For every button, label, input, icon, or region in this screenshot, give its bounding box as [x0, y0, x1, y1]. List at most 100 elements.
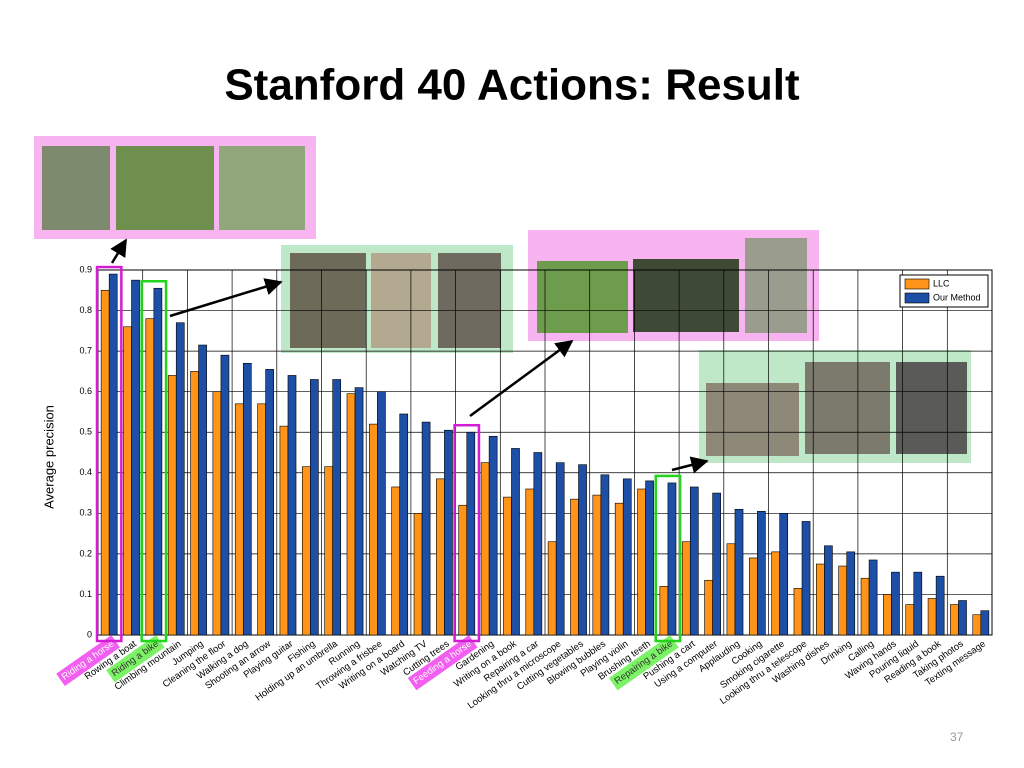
bar	[377, 391, 386, 636]
bar	[883, 594, 892, 636]
bar	[332, 379, 342, 636]
bar	[234, 403, 244, 636]
bar	[860, 577, 870, 636]
bar	[503, 496, 512, 636]
label-highlight	[106, 635, 165, 683]
bar	[301, 466, 311, 636]
y-axis-label: Average precision	[41, 405, 56, 509]
bar	[913, 571, 923, 636]
bar	[399, 413, 409, 636]
bar	[824, 545, 833, 636]
bar	[242, 362, 252, 636]
bar	[704, 579, 713, 636]
photo-group	[528, 230, 819, 341]
bar	[480, 462, 490, 636]
bar	[131, 279, 140, 636]
legend-label: Our Method	[933, 292, 981, 302]
photo-group	[281, 245, 513, 353]
highlight-box	[654, 474, 682, 643]
bar	[980, 610, 990, 636]
legend: LLC Our Method	[899, 274, 989, 308]
bar	[958, 600, 967, 636]
slide-number: 37	[950, 730, 964, 744]
bar	[801, 521, 811, 636]
bar	[846, 551, 856, 636]
slide-title: Stanford 40 Actions: Result	[224, 61, 800, 110]
bar	[175, 322, 185, 636]
bar	[689, 486, 699, 636]
bar	[354, 387, 364, 636]
bar	[444, 429, 453, 636]
y-tick-label: 0.8	[79, 305, 92, 315]
bar	[726, 543, 736, 636]
highlight-box	[140, 280, 168, 643]
bar	[488, 435, 498, 636]
bar	[100, 289, 110, 636]
bar	[592, 494, 602, 636]
bar	[310, 379, 319, 636]
bar	[578, 464, 587, 636]
y-tick-label: 0.2	[79, 548, 92, 558]
y-tick-label: 0	[87, 629, 92, 639]
bar	[421, 421, 431, 636]
bar	[838, 565, 848, 636]
highlight-box	[95, 265, 123, 643]
bar	[712, 492, 721, 636]
bar	[793, 588, 803, 636]
bar	[413, 513, 423, 636]
bar	[458, 504, 468, 636]
bar	[108, 273, 118, 636]
bar	[167, 375, 177, 636]
y-tick-label: 0.9	[79, 264, 92, 274]
y-tick-label: 0.6	[79, 386, 92, 396]
bar	[734, 508, 744, 636]
bar	[905, 604, 915, 636]
bar	[667, 482, 677, 636]
bar	[868, 559, 878, 636]
legend-swatch	[904, 278, 930, 290]
bar	[757, 511, 766, 636]
bar	[346, 393, 356, 636]
photo-group	[699, 350, 971, 463]
bar	[614, 502, 624, 636]
photo-group	[34, 136, 316, 239]
bar	[748, 557, 758, 636]
bar	[369, 423, 378, 636]
bar	[533, 452, 543, 636]
bar	[190, 371, 199, 636]
y-tick-label: 0.5	[79, 427, 92, 437]
bar	[265, 369, 274, 636]
plot: 0 0.1 0.2 0.3 0.4 0.5 0.6 0.7 0.8 0.9 Average prec…	[41, 264, 993, 711]
bar	[891, 571, 900, 636]
y-tick-label: 0.1	[79, 589, 92, 599]
label-highlight	[608, 635, 679, 691]
bar	[145, 318, 155, 636]
bar	[972, 614, 982, 636]
bar	[555, 462, 565, 636]
bar	[547, 541, 557, 636]
bar	[257, 403, 266, 636]
bar	[525, 488, 535, 636]
bar	[436, 478, 445, 636]
bar	[600, 474, 610, 636]
bar	[950, 604, 959, 636]
legend-label: LLC	[933, 278, 950, 288]
bar	[645, 480, 654, 636]
label-highlight	[407, 635, 478, 691]
bar	[287, 375, 297, 636]
bar	[935, 575, 945, 636]
bar	[466, 431, 476, 636]
bar	[324, 466, 333, 636]
bar	[622, 478, 632, 636]
bar	[123, 326, 132, 636]
bar	[771, 551, 780, 636]
bar	[511, 448, 520, 636]
legend-swatch	[904, 292, 930, 304]
bar	[391, 486, 401, 636]
bar	[659, 586, 669, 636]
bar	[220, 354, 230, 636]
bar	[637, 488, 646, 636]
highlight-box	[453, 423, 481, 643]
bar	[927, 598, 937, 636]
